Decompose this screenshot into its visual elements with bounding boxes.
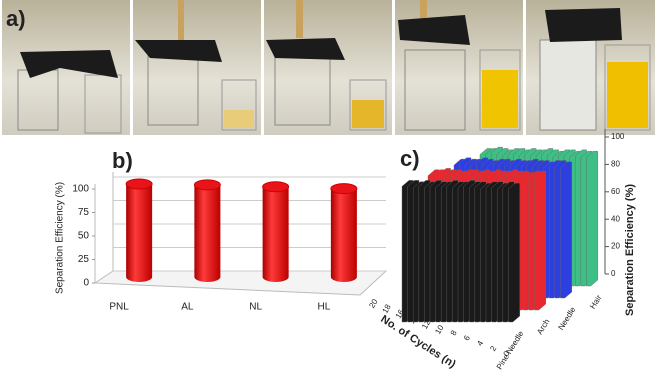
bar — [125, 178, 153, 282]
z-tick-label: 80 — [611, 160, 620, 169]
x-tick-label: 0 — [502, 349, 512, 358]
x-tick-label: 20 — [367, 297, 380, 310]
panel-label: a) — [6, 6, 26, 31]
x-tick-label: NL — [249, 302, 262, 313]
bar — [330, 183, 358, 282]
chart-b: b) Separation Efficiency (%) 0 25 50 75 100 P… — [55, 148, 388, 313]
bar — [586, 151, 598, 287]
z-tick-label: 0 — [611, 269, 616, 278]
x-tick-label: 18 — [381, 302, 394, 315]
z-tick-label: 100 — [611, 132, 625, 141]
bar-top — [262, 181, 290, 193]
z-tick-label: 60 — [611, 187, 620, 196]
series-label: Needle — [556, 305, 577, 332]
z-axis-label: Separation Efficiency (%) — [624, 184, 636, 316]
series-label: Pine Needle — [495, 329, 526, 371]
bar-top — [125, 178, 153, 190]
bar-body — [126, 183, 153, 282]
bar — [508, 182, 520, 323]
chart-c: c) Separation Efficiency (%) No. of Cycl… — [367, 129, 636, 371]
photo — [133, 0, 261, 135]
y-tick-label: 75 — [78, 207, 90, 218]
x-tick-label: PNL — [109, 302, 129, 313]
x-axis-label: No. of Cycles (n) — [378, 313, 458, 371]
photo — [526, 0, 655, 135]
z-tick-label: 40 — [611, 214, 620, 223]
bar-body — [330, 188, 357, 282]
series-label: Arch — [535, 317, 551, 336]
y-tick-label: 25 — [78, 254, 90, 265]
z-tick-label: 20 — [611, 242, 620, 251]
bar — [534, 170, 546, 311]
bar — [193, 179, 221, 282]
bar-top — [330, 183, 358, 195]
bar-top — [193, 179, 221, 191]
bar — [560, 161, 572, 299]
bar-body — [194, 184, 221, 282]
x-tick-label: HL — [317, 302, 330, 313]
photo — [2, 0, 130, 135]
panel-label: b) — [112, 148, 133, 173]
x-tick-label: 2 — [488, 344, 498, 353]
y-tick-label: 0 — [83, 278, 89, 289]
y-axis-label: Separation Efficiency (%) — [55, 182, 66, 294]
y-tick-label: 100 — [72, 184, 89, 195]
photo — [264, 0, 392, 135]
photo — [395, 0, 523, 135]
x-tick-label: 6 — [462, 333, 472, 342]
x-tick-label: AL — [181, 302, 194, 313]
x-tick-label: 10 — [433, 323, 446, 336]
panel-label: c) — [400, 146, 420, 171]
bar-body — [262, 186, 289, 282]
x-tick-label: 4 — [475, 339, 485, 348]
x-tick-label: 8 — [449, 328, 459, 337]
photos: a) — [2, 0, 655, 135]
y-tick-label: 50 — [78, 231, 90, 242]
bar — [262, 181, 290, 282]
series-label: Hair — [588, 293, 604, 310]
